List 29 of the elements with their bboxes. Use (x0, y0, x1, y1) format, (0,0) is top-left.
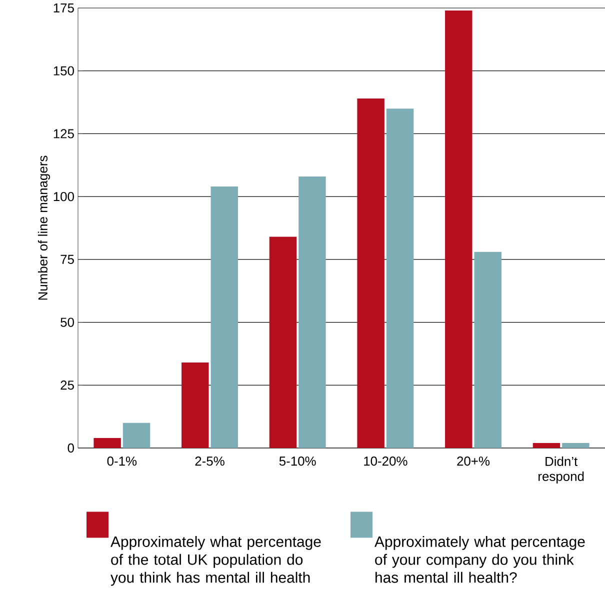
bar (269, 236, 297, 448)
bar (210, 186, 238, 448)
bar (94, 438, 121, 448)
y-tick-label: 0 (68, 443, 74, 453)
x-tick-label: 5-10% (279, 456, 316, 466)
bar (474, 252, 502, 448)
bar (445, 10, 472, 448)
legend-label: Approximately what percentage of the total UK population do you think has mental ill health (110, 536, 321, 586)
bar (182, 362, 209, 448)
bar (298, 176, 326, 448)
bar (532, 442, 560, 448)
x-tick-label: 20+% (457, 456, 490, 466)
y-axis-title: Number of line managers (38, 156, 50, 300)
bar (562, 442, 590, 448)
bar (122, 422, 150, 448)
y-tick-label: 100 (54, 192, 74, 202)
x-tick-label: 0-1% (107, 456, 137, 466)
y-tick-label: 50 (60, 318, 74, 327)
bar (386, 108, 414, 448)
y-tick-label: 75 (60, 254, 74, 264)
legend-label: Approximately what percentage of your company do you think has mental ill health? (374, 536, 585, 583)
bar (357, 98, 384, 448)
y-tick-label: 175 (54, 3, 74, 13)
y-tick-label: 25 (60, 380, 74, 390)
y-tick-label: 150 (54, 66, 74, 76)
x-tick-label: 10-20% (364, 456, 408, 466)
x-tick-label: 2-5% (195, 456, 224, 466)
x-tick-label: Didn’t respond (538, 456, 584, 484)
y-tick-label: 125 (54, 129, 74, 138)
